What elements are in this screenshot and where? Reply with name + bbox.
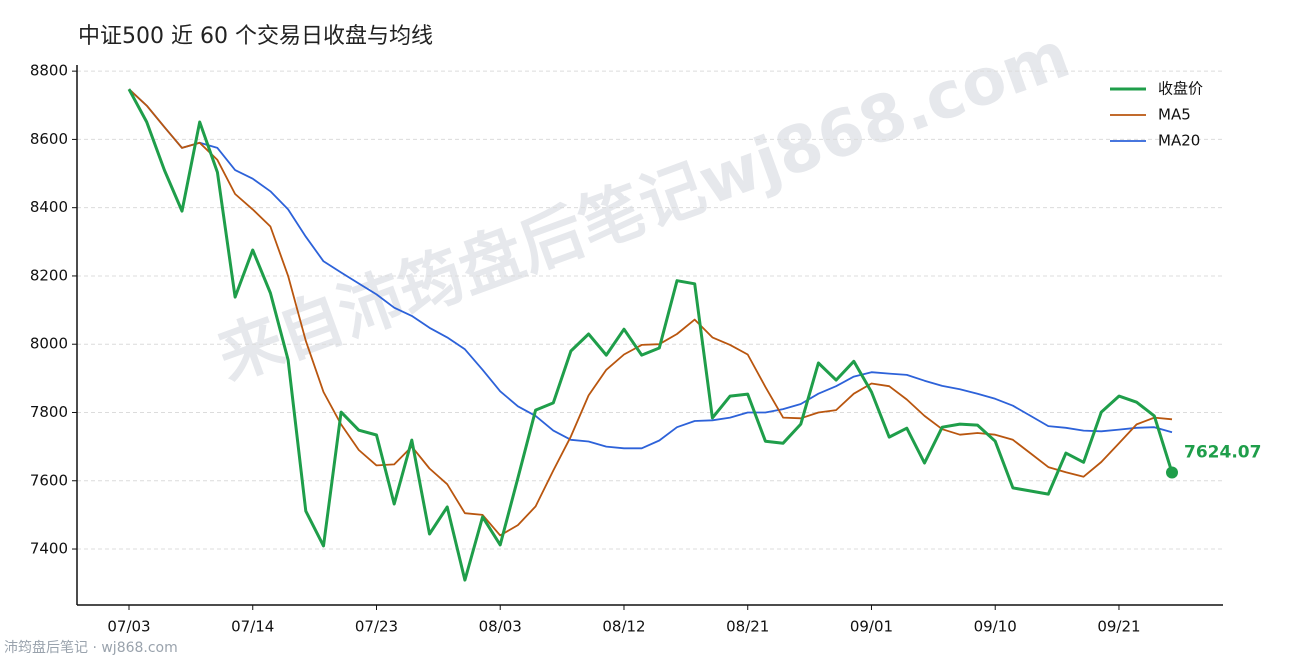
y-tick-label: 8000 xyxy=(30,335,68,353)
series-line xyxy=(128,88,1173,537)
x-tick-label: 08/12 xyxy=(602,618,645,636)
x-tick-label: 07/23 xyxy=(355,618,398,636)
legend-label: 收盘价 xyxy=(1158,80,1203,98)
footer: 沛筠盘后笔记 · wj868.com xyxy=(4,639,178,656)
x-tick-label: 09/01 xyxy=(850,618,893,636)
x-tick-label: 07/03 xyxy=(107,618,150,636)
y-tick-label: 7600 xyxy=(30,471,68,489)
y-tick-label: 7400 xyxy=(30,540,68,558)
last-value-label: 7624.07 xyxy=(1184,443,1261,463)
x-tick-label: 08/03 xyxy=(479,618,522,636)
legend-label: MA5 xyxy=(1158,106,1191,124)
y-tick-label: 8800 xyxy=(30,62,68,80)
x-tick-label: 08/21 xyxy=(726,618,769,636)
series-line xyxy=(127,88,1174,582)
y-tick-label: 8600 xyxy=(30,130,68,148)
chart-title: 中证500 近 60 个交易日收盘与均线 xyxy=(78,24,433,49)
x-tick-label: 09/10 xyxy=(974,618,1017,636)
x-tick-label: 09/21 xyxy=(1097,618,1140,636)
y-tick-label: 8200 xyxy=(30,266,68,284)
last-point xyxy=(1166,466,1178,479)
series-line xyxy=(128,88,1173,450)
watermark: 来自沛筠盘后笔记wj868.com xyxy=(209,18,1080,395)
y-tick-label: 7800 xyxy=(30,403,68,421)
legend-label: MA20 xyxy=(1158,132,1200,150)
y-tick-label: 8400 xyxy=(30,198,68,216)
x-tick-label: 07/14 xyxy=(231,618,274,636)
